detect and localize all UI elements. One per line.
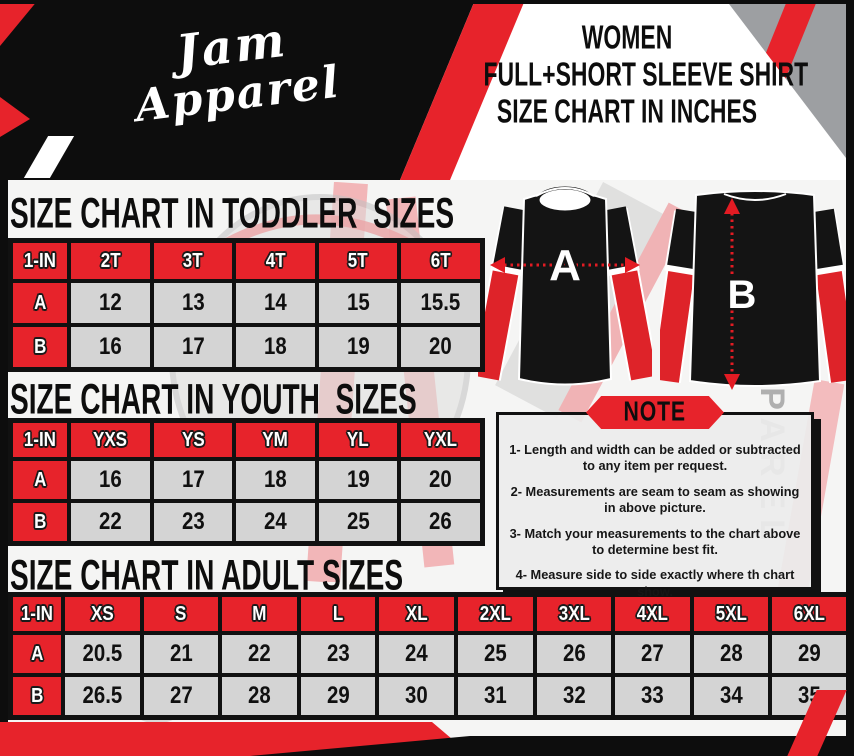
row-label: B — [11, 325, 69, 369]
shirt-front-diagram: A — [478, 186, 652, 386]
unit-header: 1-IN — [11, 241, 69, 281]
size-value: 25 — [316, 501, 400, 543]
column-header: 6T — [399, 241, 482, 281]
size-value: 12 — [69, 281, 152, 325]
length-measure-label: B — [728, 273, 757, 317]
note-item-2: 2- Measurements are seam to seam as show… — [510, 483, 800, 516]
youth-section-title: SIZE CHART IN YOUTH SIZES — [10, 374, 417, 423]
size-value: 30 — [377, 675, 456, 717]
column-header: L — [298, 595, 378, 633]
column-header: 3T — [151, 241, 235, 281]
size-value: 32 — [534, 675, 614, 717]
size-value: 13 — [151, 281, 235, 325]
column-header: 3XL — [534, 595, 614, 633]
arrow-up-head — [724, 198, 740, 214]
column-header: 5T — [316, 241, 400, 281]
column-header: YXS — [69, 421, 152, 459]
frame-top-border — [0, 0, 854, 4]
note-item-4: 4- Measure side to side exactly where th… — [515, 567, 795, 599]
size-value: 15.5 — [399, 281, 482, 325]
size-value: 22 — [220, 633, 299, 675]
column-header: YL — [316, 421, 400, 459]
row-label: A — [11, 633, 63, 675]
size-value: 29 — [770, 633, 849, 675]
size-value: 20.5 — [63, 633, 142, 675]
size-value: 24 — [234, 501, 317, 543]
size-value: 18 — [234, 325, 317, 369]
size-value: 19 — [316, 325, 400, 369]
unit-header: 1-IN — [11, 595, 63, 633]
column-header: YM — [234, 421, 317, 459]
frame-left-border — [0, 180, 8, 756]
size-value: 24 — [377, 633, 456, 675]
size-value: 31 — [455, 675, 535, 717]
size-value: 23 — [298, 633, 378, 675]
column-header: YXL — [399, 421, 482, 459]
column-header: 2XL — [455, 595, 535, 633]
column-header: 6XL — [770, 595, 849, 633]
note-box: 1- Length and width can be added or subt… — [496, 412, 814, 599]
size-value: 15 — [316, 281, 400, 325]
column-header: YS — [151, 421, 235, 459]
note-item-1: 1- Length and width can be added or subt… — [509, 442, 801, 474]
size-value: 26 — [399, 501, 482, 543]
row-label: A — [11, 281, 69, 325]
poster-title-line1: WOMEN — [581, 19, 673, 56]
size-value: 22 — [69, 501, 152, 543]
column-header: S — [141, 595, 221, 633]
size-value: 26 — [534, 633, 614, 675]
size-value: 27 — [613, 633, 692, 675]
size-value: 28 — [691, 633, 771, 675]
size-value: 14 — [234, 281, 317, 325]
size-value: 16 — [69, 325, 152, 369]
column-header: 5XL — [691, 595, 771, 633]
shirt-back-diagram: B — [660, 190, 850, 390]
note-title: NOTE — [623, 396, 687, 428]
size-value: 21 — [141, 633, 221, 675]
frame-right-border — [846, 0, 854, 756]
size-value: 16 — [69, 459, 152, 501]
size-value: 29 — [298, 675, 378, 717]
size-value: 18 — [234, 459, 317, 501]
note-ribbon: NOTE — [586, 396, 724, 429]
size-value: 26.5 — [63, 675, 142, 717]
toddler-size-table: 1-IN 2T 3T 4T 5T 6T A 12 13 14 15 15.5 B 16 17 18 19 20 — [8, 238, 485, 372]
row-label: B — [11, 675, 63, 717]
header-black-panel — [0, 0, 475, 180]
column-header: 4XL — [613, 595, 692, 633]
width-measure-label: A — [549, 241, 581, 290]
unit-header: 1-IN — [11, 421, 69, 459]
size-value: 27 — [141, 675, 221, 717]
size-value: 33 — [613, 675, 692, 717]
column-header: M — [220, 595, 299, 633]
arrow-down-head — [724, 374, 740, 390]
size-value: 17 — [151, 325, 235, 369]
size-value: 25 — [455, 633, 535, 675]
column-header: XS — [63, 595, 142, 633]
poster-title-line2: FULL+SHORT SLEEVE SHIRT — [483, 55, 809, 93]
size-value: 17 — [151, 459, 235, 501]
column-header: 2T — [69, 241, 152, 281]
row-label: B — [11, 501, 69, 543]
note-item-3: 3- Match your measurements to the chart … — [509, 525, 801, 557]
size-value: 28 — [220, 675, 299, 717]
size-value: 20 — [399, 459, 482, 501]
youth-size-table: 1-IN YXS YS YM YL YXL A 16 17 18 19 20 B 22 23 24 25 26 — [8, 418, 485, 546]
poster-title: WOMEN FULL+SHORT SLEEVE SHIRT SIZE CHART… — [452, 19, 809, 131]
size-value: 23 — [151, 501, 235, 543]
size-value: 20 — [399, 325, 482, 369]
column-header: 4T — [234, 241, 317, 281]
toddler-section-title: SIZE CHART IN TODDLER SIZES — [10, 188, 455, 237]
size-value: 19 — [316, 459, 400, 501]
poster-title-line3: SIZE CHART IN INCHES — [496, 92, 758, 130]
column-header: XL — [377, 595, 456, 633]
row-label: A — [11, 459, 69, 501]
header-banner: Jam Apparel WOMEN FULL+SHORT SLEEVE SHIR… — [0, 0, 854, 180]
size-value: 34 — [691, 675, 771, 717]
adult-size-table: 1-IN XS S M L XL 2XL 3XL 4XL 5XL 6XL A 20.5 21 22 23 24 2… — [8, 592, 852, 720]
adult-section-title: SIZE CHART IN ADULT SIZES — [10, 550, 404, 599]
